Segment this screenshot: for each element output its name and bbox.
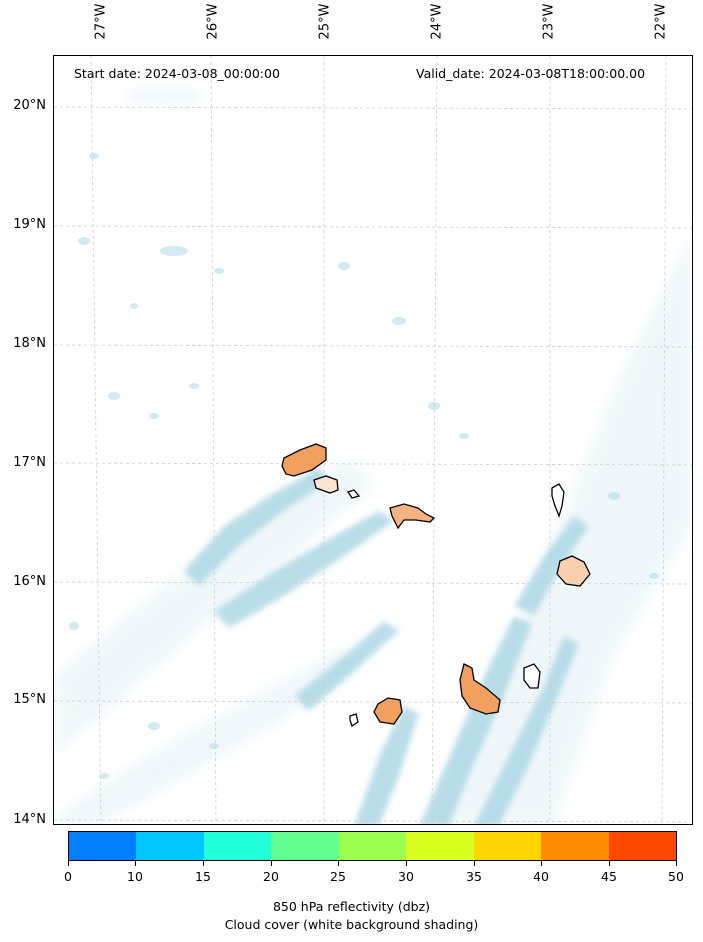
lat-label-18n: 18°N xyxy=(13,336,46,351)
colorbar-segment-7 xyxy=(541,832,609,860)
lon-label-23w: 23°W xyxy=(541,3,557,40)
colorbar-segment-2 xyxy=(203,832,272,860)
island-sao-nicolau xyxy=(389,503,436,530)
lat-label-15n: 15°N xyxy=(13,692,46,707)
island-santo-antao xyxy=(281,443,327,477)
lon-label-24w: 24°W xyxy=(429,3,445,40)
start-date-label: Start date: 2024-03-08_00:00:00 xyxy=(74,66,280,81)
cloud-cover-dense xyxy=(184,468,589,824)
colorbar-caption-line1: 850 hPa reflectivity (dbz) xyxy=(272,899,431,914)
colorbar-label-45: 45 xyxy=(601,869,617,884)
lat-label-19n: 19°N xyxy=(13,217,46,232)
lat-label-17n: 17°N xyxy=(13,455,46,470)
colorbar-segment-1 xyxy=(136,832,204,860)
lon-label-22w: 22°W xyxy=(653,3,669,40)
valid-date-label: Valid_date: 2024-03-08T18:00:00.00 xyxy=(416,66,646,81)
colorbar-tick-5 xyxy=(406,861,407,866)
colorbar-tick-7 xyxy=(541,861,542,866)
island-sal xyxy=(551,483,565,518)
colorbar-segment-3 xyxy=(271,832,339,860)
lat-label-16n: 16°N xyxy=(13,574,46,589)
colorbar-tick-6 xyxy=(474,861,475,866)
colorbar-label-0: 0 xyxy=(64,869,72,884)
colorbar-label-20: 20 xyxy=(263,869,279,884)
island-brava xyxy=(349,713,359,728)
lon-label-27w: 27°W xyxy=(93,3,109,40)
colorbar-segment-6 xyxy=(473,832,542,860)
island-maio xyxy=(523,663,541,689)
colorbar xyxy=(68,831,677,861)
colorbar-caption-line2: Cloud cover (white background shading) xyxy=(224,917,479,932)
island-fogo xyxy=(373,697,403,725)
colorbar-label-30: 30 xyxy=(398,869,414,884)
island-santiago xyxy=(459,663,501,715)
lon-label-25w: 25°W xyxy=(317,3,333,40)
colorbar-tick-1 xyxy=(135,861,136,866)
graticule xyxy=(54,56,692,824)
colorbar-tick-0 xyxy=(68,861,69,866)
lat-label-14n: 14°N xyxy=(13,812,46,827)
lat-label-20n: 20°N xyxy=(13,98,46,113)
colorbar-segment-0 xyxy=(69,832,137,860)
colorbar-tick-9 xyxy=(676,861,677,866)
island-sao-vicente xyxy=(313,475,339,494)
island-santa-luzia xyxy=(346,489,361,499)
map-canvas xyxy=(54,56,692,824)
colorbar-tick-2 xyxy=(203,861,204,866)
cloud-cover-specks xyxy=(69,153,659,779)
colorbar-label-10: 10 xyxy=(127,869,143,884)
colorbar-segment-5 xyxy=(406,832,474,860)
colorbar-label-50: 50 xyxy=(668,869,684,884)
map-panel xyxy=(53,55,693,825)
cloud-cover-faint xyxy=(54,86,692,824)
colorbar-segment-4 xyxy=(338,832,407,860)
colorbar-segment-8 xyxy=(608,832,676,860)
colorbar-label-40: 40 xyxy=(533,869,549,884)
islands xyxy=(281,443,591,728)
colorbar-tick-4 xyxy=(338,861,339,866)
island-boa-vista xyxy=(556,555,591,587)
colorbar-label-35: 35 xyxy=(466,869,482,884)
colorbar-label-15: 15 xyxy=(195,869,211,884)
lon-label-26w: 26°W xyxy=(205,3,221,40)
colorbar-label-25: 25 xyxy=(330,869,346,884)
colorbar-tick-8 xyxy=(609,861,610,866)
colorbar-tick-3 xyxy=(271,861,272,866)
